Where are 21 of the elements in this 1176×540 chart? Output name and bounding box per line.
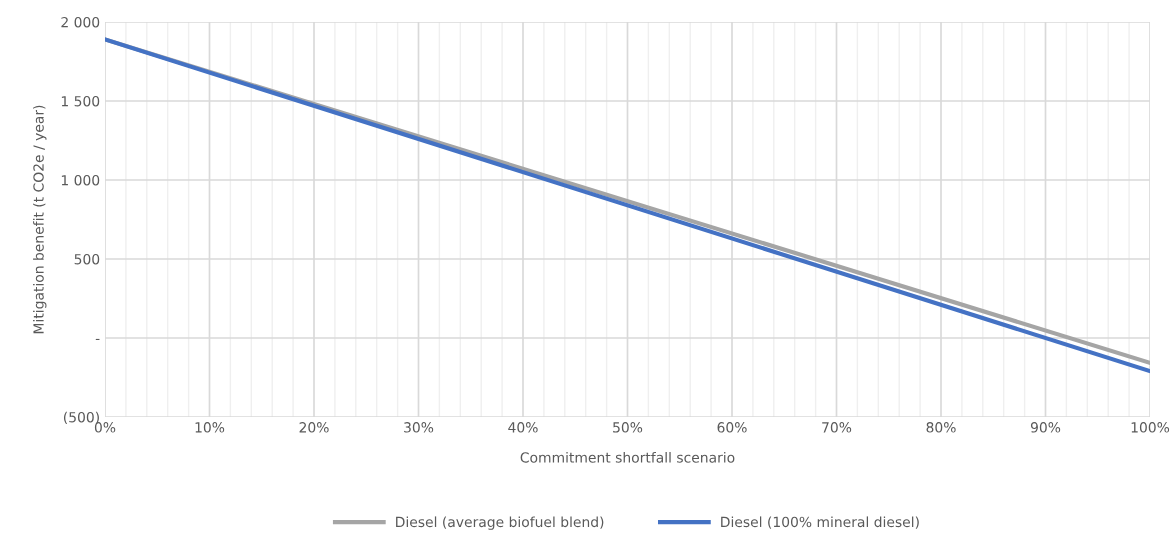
y-tick-label: 1 500: [61, 95, 100, 107]
x-tick-label: 80%: [926, 422, 956, 433]
x-tick-label: 50%: [613, 422, 643, 433]
x-tick-label: 40%: [508, 422, 538, 433]
y-tick-label: 1 000: [61, 174, 100, 186]
x-tick-label: 10%: [195, 422, 225, 433]
y-tick-label: 500: [74, 253, 100, 265]
legend-label: Diesel (100% mineral diesel): [721, 516, 919, 529]
y-tick-label: (500): [63, 411, 99, 425]
legend-label: Diesel (average biofuel blend): [396, 516, 604, 530]
x-tick-label: 90%: [1030, 422, 1061, 433]
x-tick-label: 60%: [717, 422, 747, 433]
x-axis-title: Commitment shortfall scenario: [520, 451, 735, 463]
y-tick-label: 2 000: [61, 16, 100, 28]
x-tick-label: 30%: [404, 422, 434, 433]
x-tick-label: 70%: [822, 422, 852, 433]
y-tick-label: -: [95, 338, 100, 341]
x-tick-label: 100%: [1131, 422, 1170, 433]
x-tick-label: 0%: [94, 422, 116, 433]
x-tick-label: 20%: [299, 422, 329, 433]
y-axis-title: Mitigation benefit (t CO2e / year): [33, 105, 47, 334]
